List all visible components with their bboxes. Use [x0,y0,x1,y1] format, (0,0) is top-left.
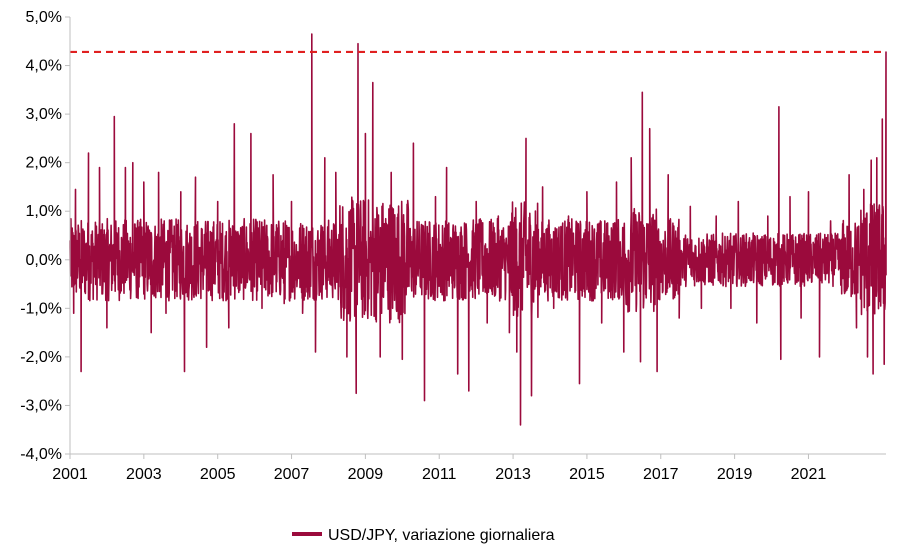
legend-label: USD/JPY, variazione giornaliera [328,527,555,544]
legend: USD/JPY, variazione giornaliera [292,527,555,544]
x-tick-label: 2009 [348,466,384,483]
x-tick-label: 2013 [495,466,531,483]
y-tick-label: 3,0% [26,106,62,123]
x-tick-label: 2011 [422,466,457,483]
x-tick-label: 2021 [791,466,827,483]
series-layer [69,33,887,426]
y-tick-label: 0,0% [26,252,62,269]
x-tick-label: 2001 [52,466,88,483]
y-tick-label: -3,0% [20,397,62,414]
x-tick-label: 2005 [200,466,236,483]
x-tick-label: 2017 [643,466,679,483]
x-tick-label: 2007 [274,466,310,483]
y-axis-ticks: 5,0% 4,0% 3,0% 2,0% 1,0% 0,0% -1,0% -2,0% -3,0% -… [20,9,70,463]
x-axis-ticks: 2001 2003 2005 2007 2009 2011 2013 2015 2017 2019… [52,454,826,483]
x-tick-label: 2019 [717,466,753,483]
y-tick-label: -2,0% [20,349,62,366]
x-tick-label: 2015 [569,466,605,483]
y-tick-label: -1,0% [20,300,62,317]
y-tick-label: 5,0% [26,9,62,26]
series-line [69,33,887,426]
y-tick-label: 4,0% [26,58,62,75]
y-tick-label: -4,0% [20,446,62,463]
y-tick-label: 2,0% [26,155,62,172]
y-tick-label: 1,0% [26,203,62,220]
x-tick-label: 2003 [126,466,162,483]
